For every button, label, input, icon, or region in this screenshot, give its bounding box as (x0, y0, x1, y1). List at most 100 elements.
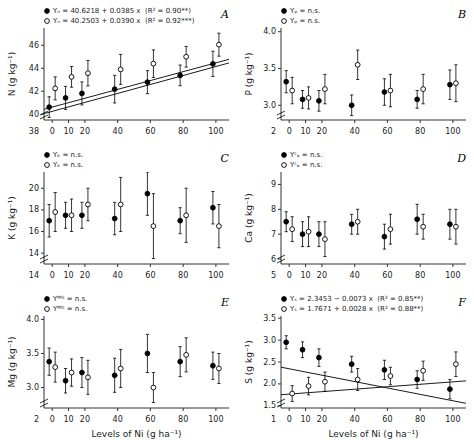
panel-label: C (221, 152, 230, 165)
x-axis-line (281, 408, 466, 409)
point (290, 391, 295, 396)
point (86, 71, 91, 76)
legend: Yₙ = 40.6218 + 0.0385 x (R² = 0.90**)Yₙ … (45, 7, 195, 25)
y-tick-label: 2.0 (263, 379, 276, 388)
y-tick (41, 253, 44, 254)
error-bar (179, 208, 182, 234)
error-bar (185, 188, 188, 242)
error-bar (356, 369, 359, 391)
point (415, 377, 420, 382)
error-bar (383, 360, 386, 379)
y-tick (278, 31, 281, 32)
x-tick-label: 100 (208, 271, 223, 280)
x-tick-label: 100 (208, 127, 223, 136)
point (151, 385, 156, 390)
error-bar (317, 349, 320, 367)
panel: 141618200102040608010014Yₖ = n.s.Yₖ = n.… (7, 151, 230, 280)
legend: Yₛ = 2.3453 − 0.0073 x (R² = 0.85**)Yₛ =… (282, 295, 424, 313)
x-tick-label: 80 (415, 271, 425, 280)
error-bar (291, 77, 294, 103)
x-tick (420, 408, 421, 411)
y-axis-line (44, 28, 45, 120)
point (178, 218, 183, 223)
error-bar (356, 50, 359, 79)
error-bar (119, 177, 122, 231)
x-tick (150, 408, 151, 411)
axis-break (40, 115, 48, 119)
x-tick (68, 408, 69, 411)
error-bar (389, 214, 392, 244)
x-tick-label: 100 (208, 415, 223, 424)
error-bar (217, 33, 220, 56)
y-tick-label: 18 (29, 205, 39, 214)
point (355, 62, 360, 67)
plot-marks (47, 334, 222, 402)
x-tick-label: 20 (80, 127, 90, 136)
point (118, 202, 123, 207)
x-tick (68, 120, 69, 123)
point (323, 87, 328, 92)
x-tick-label: 80 (178, 127, 188, 136)
x-tick (387, 408, 388, 411)
y-tick-label: 46 (29, 41, 39, 50)
legend-marker (282, 153, 287, 158)
x-tick (452, 120, 453, 123)
point (211, 205, 216, 210)
point (47, 359, 52, 364)
error-bar (185, 338, 188, 372)
x-tick (84, 120, 85, 123)
y-tick-label: 2.5 (263, 358, 276, 367)
x-tick (452, 264, 453, 267)
x-tick-label: 100 (445, 127, 460, 136)
x-tick-label: 40 (350, 127, 360, 136)
error-bar (448, 70, 451, 99)
x-tick (321, 120, 322, 123)
point (63, 378, 68, 383)
point (388, 88, 393, 93)
error-bar (152, 373, 155, 403)
x-tick (420, 120, 421, 123)
point (184, 54, 189, 59)
point (290, 227, 295, 232)
point (317, 98, 322, 103)
error-bar (448, 380, 451, 399)
y-tick-label: 7 (271, 230, 276, 239)
x-tick (354, 264, 355, 267)
y-tick-label: 3.0 (26, 383, 39, 392)
error-bar (422, 361, 425, 380)
error-bar (350, 214, 353, 234)
legend-entry: Yᴹᴳ = n.s. (52, 295, 87, 303)
error-bar (422, 214, 425, 239)
x-tick (52, 120, 53, 123)
x-tick (183, 264, 184, 267)
point (80, 91, 85, 96)
point (421, 224, 426, 229)
x-tick (117, 120, 118, 123)
y-tick-label: 42 (29, 87, 39, 96)
error-bar (307, 87, 310, 109)
x-tick-label: 80 (178, 415, 188, 424)
point (421, 368, 426, 373)
y-tick-label: 3.5 (26, 349, 39, 358)
point (300, 232, 305, 237)
point (86, 202, 91, 207)
error-bar (317, 91, 320, 112)
x-tick (215, 120, 216, 123)
legend-marker (45, 163, 50, 168)
legend-marker (282, 19, 287, 24)
y-tick (278, 362, 281, 363)
legend-entry: Yₙ = 40.2503 + 0.0390 x (R² = 0.92***) (52, 17, 195, 25)
y-tick (41, 209, 44, 210)
error-bar (70, 199, 73, 231)
y-tick-label: 1.5 (263, 401, 276, 410)
x-tick (289, 408, 290, 411)
axis-break (40, 403, 48, 407)
point (47, 105, 52, 110)
point (317, 232, 322, 237)
error-bar (146, 71, 149, 94)
error-bar (454, 65, 457, 102)
y-tick-label: 4.0 (26, 315, 39, 324)
error-bar (301, 342, 304, 358)
error-bar (350, 95, 353, 116)
x-tick (215, 408, 216, 411)
